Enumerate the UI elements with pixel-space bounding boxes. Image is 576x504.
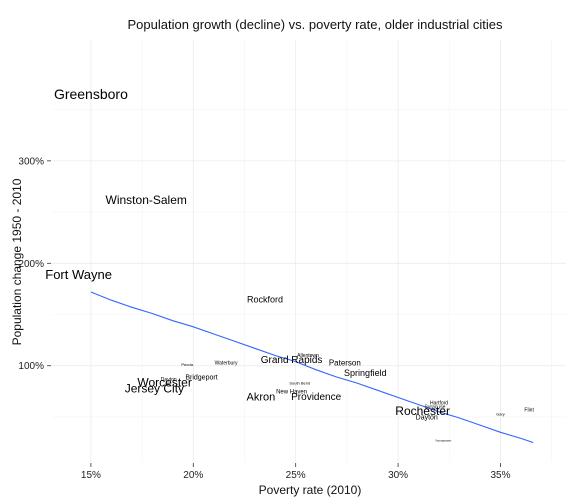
point-label: Providence	[291, 392, 341, 403]
x-tick-label: 20%	[183, 470, 203, 481]
point-label: Rockford	[247, 294, 283, 304]
x-tick-label: 25%	[286, 470, 306, 481]
point-label: Paterson	[329, 358, 361, 367]
point-label: Gary	[496, 411, 505, 416]
point-label: Springfield	[344, 368, 387, 378]
point-label: Dayton	[416, 414, 438, 421]
point-label: Akron	[247, 391, 276, 403]
x-axis-title: Poverty rate (2010)	[259, 483, 362, 497]
point-label: Peoria	[181, 362, 193, 367]
point-label: Winston-Salem	[106, 193, 187, 207]
x-tick-label: 15%	[81, 470, 101, 481]
x-tick-label: 30%	[388, 470, 408, 481]
point-label: Youngstown	[435, 439, 452, 443]
point-label: Waterbury	[215, 360, 238, 366]
point-label: Grand Rapids	[261, 355, 323, 366]
point-label: Jersey City	[125, 381, 184, 395]
x-tick-label: 35%	[490, 470, 510, 481]
point-label: South Bend	[289, 381, 310, 386]
chart-title: Population growth (decline) vs. poverty …	[127, 17, 503, 32]
point-label: Allentown	[297, 353, 319, 359]
trend-line-group	[90, 291, 534, 444]
point-label: Rochester	[395, 404, 450, 418]
point-label: Bridgeport	[185, 374, 217, 381]
point-label: New Haven	[276, 389, 307, 395]
point-label: Hartford	[430, 400, 448, 406]
trend-line	[90, 291, 534, 444]
point-label: Dayton	[161, 377, 177, 383]
y-tick-label: 200%	[18, 259, 44, 270]
point-label: Greensboro	[54, 86, 128, 102]
point-label: Worcester	[137, 375, 191, 389]
y-tick-label: 100%	[18, 361, 44, 372]
y-tick-label: 300%	[18, 156, 44, 167]
y-axis-title: Population change 1950 - 2010	[10, 178, 24, 345]
point-label: Flint	[524, 408, 534, 414]
point-label: Fort Wayne	[45, 267, 112, 282]
point-labels: Greensboro Winston-Salem Fort Wayne Rockfor…	[45, 86, 534, 442]
point-label: Syracuse	[425, 404, 446, 410]
grid	[52, 40, 566, 462]
axis-ticks: 15% 20% 25% 30% 35% 100% 200% 300%	[18, 156, 510, 481]
